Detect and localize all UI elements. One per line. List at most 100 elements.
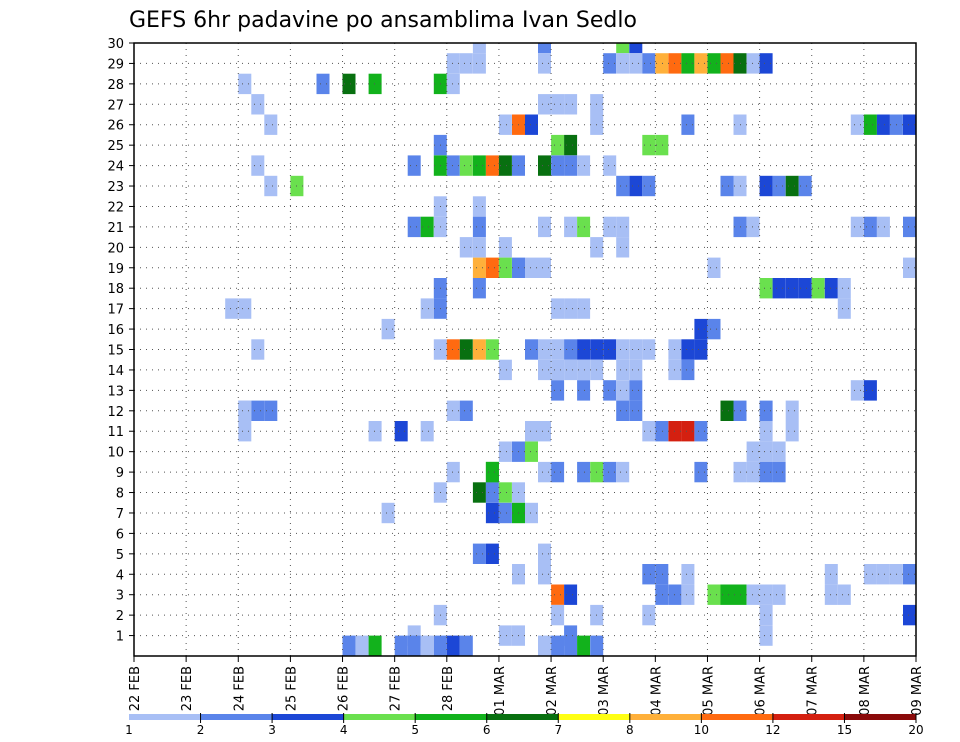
heatmap-cell xyxy=(420,421,434,442)
heatmap-cell xyxy=(759,421,773,442)
colorbar-swatch xyxy=(486,714,559,720)
heatmap-cell xyxy=(603,216,617,238)
heatmap-cell xyxy=(342,635,356,656)
heatmap-cell xyxy=(394,635,408,656)
x-tick-label: 04 MAR xyxy=(649,666,664,716)
heatmap-cell xyxy=(694,421,708,442)
heatmap-cell xyxy=(538,43,551,54)
heatmap-cell xyxy=(759,400,773,421)
heatmap-cell xyxy=(368,421,382,442)
heatmap-cell xyxy=(863,380,877,401)
colorbar-label: 7 xyxy=(554,723,562,737)
heatmap-cell xyxy=(498,482,512,503)
heatmap-cell xyxy=(863,114,877,135)
heatmap-cell xyxy=(551,134,565,156)
heatmap-cell xyxy=(446,400,460,421)
x-tick-label: 07 MAR xyxy=(806,666,821,716)
heatmap-cell xyxy=(551,635,565,656)
colorbar-swatch xyxy=(200,714,273,720)
x-tick-label: 08 MAR xyxy=(858,666,873,716)
y-tick-label: 13 xyxy=(107,384,124,399)
x-tick-label: 25 FEB xyxy=(284,666,299,711)
heatmap-cell xyxy=(603,53,617,74)
heatmap-cell xyxy=(603,155,617,176)
heatmap-cell xyxy=(446,635,460,656)
heatmap-cell xyxy=(837,298,851,319)
colorbar-swatch xyxy=(129,714,201,720)
heatmap-cell xyxy=(525,441,538,462)
heatmap-cell xyxy=(616,216,630,238)
heatmap-cell xyxy=(616,380,630,401)
heatmap-cell xyxy=(707,257,721,278)
heatmap-cell xyxy=(681,421,695,442)
heatmap-cell xyxy=(551,461,565,483)
heatmap-cell xyxy=(746,461,760,483)
heatmap-cell xyxy=(785,175,799,197)
heatmap-cell xyxy=(264,400,278,421)
heatmap-cell xyxy=(824,564,838,585)
heatmap-cell xyxy=(472,257,486,278)
heatmap-cell xyxy=(720,175,734,197)
x-tick-label: 22 FEB xyxy=(128,666,143,711)
heatmap-cell xyxy=(420,298,434,319)
heatmap-cell xyxy=(642,564,656,585)
heatmap-cell xyxy=(720,53,734,74)
y-tick-label: 26 xyxy=(107,119,124,134)
y-tick-label: 14 xyxy=(107,364,124,379)
heatmap-cell xyxy=(681,564,695,585)
heatmap-cell xyxy=(759,175,773,197)
heatmap-cell xyxy=(616,175,630,197)
heatmap-cell xyxy=(759,53,773,74)
heatmap-cell xyxy=(603,380,617,401)
heatmap-cell xyxy=(551,359,565,381)
heatmap-cell xyxy=(498,237,512,258)
y-tick-label: 10 xyxy=(107,446,124,461)
y-tick-label: 1 xyxy=(116,630,124,645)
heatmap-cell xyxy=(525,114,538,135)
heatmap-cell xyxy=(876,114,890,135)
heatmap-cell xyxy=(785,400,799,421)
heatmap-cell xyxy=(577,339,591,360)
heatmap-cell xyxy=(564,584,578,605)
heatmap-cell xyxy=(381,318,395,340)
heatmap-cell xyxy=(720,584,734,605)
heatmap-cell xyxy=(642,604,656,626)
heatmap-cell xyxy=(525,339,538,360)
heatmap-cell xyxy=(577,216,591,238)
heatmap-cell xyxy=(642,134,656,156)
heatmap-cell xyxy=(603,461,617,483)
heatmap-cell xyxy=(903,604,916,626)
heatmap-cell xyxy=(472,196,486,217)
heatmap-cell xyxy=(498,502,512,524)
colorbar-swatch xyxy=(772,714,845,720)
heatmap-cell xyxy=(629,339,643,360)
heatmap-cell xyxy=(368,73,382,95)
heatmap-cell xyxy=(472,216,486,238)
heatmap-cell xyxy=(485,461,499,483)
heatmap-cell xyxy=(655,53,669,74)
heatmap-cell xyxy=(485,543,499,564)
gridlines xyxy=(134,43,916,656)
colorbar-label: 20 xyxy=(908,723,923,737)
heatmap-cell xyxy=(746,584,760,605)
heatmap-cell xyxy=(538,53,551,74)
heatmap-cell xyxy=(837,584,851,605)
heatmap-cell xyxy=(538,339,551,360)
y-tick-label: 6 xyxy=(116,527,124,542)
y-tick-label: 4 xyxy=(116,568,124,583)
heatmap-cell xyxy=(616,359,630,381)
colorbar-label: 5 xyxy=(411,723,419,737)
heatmap-cell xyxy=(707,53,721,74)
heatmap-cell xyxy=(538,421,551,442)
heatmap-cell xyxy=(551,604,565,626)
heatmap-cell xyxy=(616,53,630,74)
heatmap-cell xyxy=(433,635,447,656)
heatmap-cell xyxy=(538,216,551,238)
colorbar-label: 4 xyxy=(340,723,348,737)
heatmap-cell xyxy=(472,278,486,299)
y-tick-label: 9 xyxy=(116,466,124,481)
heatmap-cell xyxy=(564,216,578,238)
heatmap-cell xyxy=(498,155,512,176)
heatmap-cell xyxy=(238,400,252,421)
heatmap-cell xyxy=(459,339,473,360)
